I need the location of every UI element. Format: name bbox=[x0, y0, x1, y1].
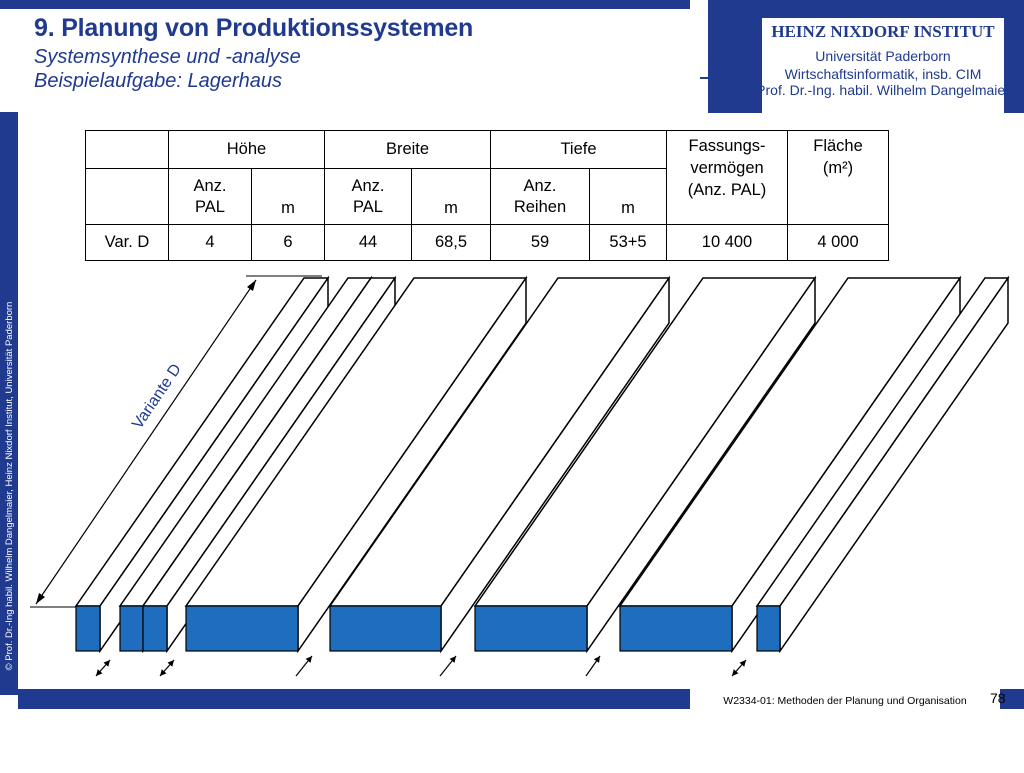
hni-logo-icon bbox=[700, 30, 742, 79]
subheader-tiefe-reihen: Anz. Reihen bbox=[490, 168, 590, 225]
rack-block bbox=[328, 275, 671, 654]
row-label: Var. D bbox=[85, 224, 169, 261]
anz-label: Anz. bbox=[193, 176, 227, 195]
header-fassungsvermoegen: Fassungs- vermögen (Anz. PAL) bbox=[666, 130, 788, 225]
subheader-hoehe-m: m bbox=[251, 168, 325, 225]
header-hoehe: Höhe bbox=[168, 130, 325, 169]
cell-hoehe-pal: 4 bbox=[168, 224, 252, 261]
rack-group bbox=[74, 275, 1010, 654]
aisle-arrow bbox=[585, 655, 601, 677]
anz-label: Anz. bbox=[351, 176, 385, 195]
fassung-line-2: vermögen bbox=[690, 159, 764, 177]
empty-header-cell bbox=[85, 130, 169, 169]
rack-block bbox=[755, 275, 1010, 654]
table-row: Var. D 4 6 44 68,5 59 53+5 10 400 4 000 bbox=[85, 224, 889, 261]
header-flaeche: Fläche (m²) bbox=[787, 130, 889, 225]
cell-tiefe-reihen: 59 bbox=[490, 224, 590, 261]
aisle-arrow bbox=[731, 659, 747, 677]
fassung-line-1: Fassungs- bbox=[688, 137, 766, 155]
institute-box bbox=[762, 18, 1004, 113]
aisle-arrow bbox=[95, 659, 111, 677]
aisle-arrow bbox=[295, 655, 313, 677]
dimension-arrow-end bbox=[247, 280, 256, 291]
cell-fassungsvermoegen: 10 400 bbox=[666, 224, 788, 261]
left-bar bbox=[0, 112, 18, 695]
rack-block bbox=[184, 275, 528, 654]
fassung-line-3: (Anz. PAL) bbox=[687, 181, 767, 199]
warehouse-table: Höhe Breite Tiefe Fassungs- vermögen (An… bbox=[85, 130, 889, 261]
pal-label: PAL bbox=[195, 197, 225, 216]
aisle-arrows bbox=[95, 655, 747, 677]
header-tiefe: Tiefe bbox=[490, 130, 667, 169]
dimension-line bbox=[35, 279, 257, 605]
aisle-arrow bbox=[439, 655, 457, 677]
flaeche-line-2: (m²) bbox=[822, 159, 854, 177]
cell-hoehe-m: 6 bbox=[251, 224, 325, 261]
rack-block bbox=[618, 275, 962, 654]
empty-subheader-cell bbox=[85, 168, 169, 225]
anz-label: Anz. bbox=[523, 176, 557, 195]
institute-professor: Prof. Dr.-Ing. habil. Wilhelm Dangelmaie… bbox=[756, 82, 1010, 98]
page-number: 78 bbox=[990, 690, 1006, 706]
dimension-arrow-start bbox=[36, 593, 45, 604]
subheader-breite-pal: Anz. PAL bbox=[324, 168, 412, 225]
cell-tiefe-m: 53+5 bbox=[589, 224, 667, 261]
subtitle-line-2: Beispielaufgabe: Lagerhaus bbox=[34, 70, 282, 92]
rack-block bbox=[473, 275, 817, 654]
reihen-label: Reihen bbox=[513, 197, 567, 216]
warehouse-diagram: Variante D bbox=[30, 275, 1010, 677]
aisle-arrow bbox=[159, 659, 175, 677]
pal-label: PAL bbox=[353, 197, 383, 216]
flaeche-line-1: Fläche bbox=[813, 137, 863, 155]
subheader-hoehe-pal: Anz. PAL bbox=[168, 168, 252, 225]
slide-title: 9. Planung von Produktionssystemen bbox=[34, 14, 474, 42]
cell-breite-m: 68,5 bbox=[411, 224, 491, 261]
institute-name: HEINZ NIXDORF INSTITUT bbox=[771, 22, 995, 41]
top-bar bbox=[0, 0, 690, 9]
course-label: W2334-01: Methoden der Planung und Organ… bbox=[690, 689, 1000, 709]
institute-department: Wirtschaftsinformatik, insb. CIM bbox=[784, 66, 982, 82]
institute-university: Universität Paderborn bbox=[815, 48, 951, 64]
header-breite: Breite bbox=[324, 130, 491, 169]
slide-subtitle: Systemsynthese und -analyse Beispielaufg… bbox=[34, 45, 301, 93]
cell-flaeche: 4 000 bbox=[787, 224, 889, 261]
subtitle-line-1: Systemsynthese und -analyse bbox=[34, 46, 301, 68]
cell-breite-pal: 44 bbox=[324, 224, 412, 261]
